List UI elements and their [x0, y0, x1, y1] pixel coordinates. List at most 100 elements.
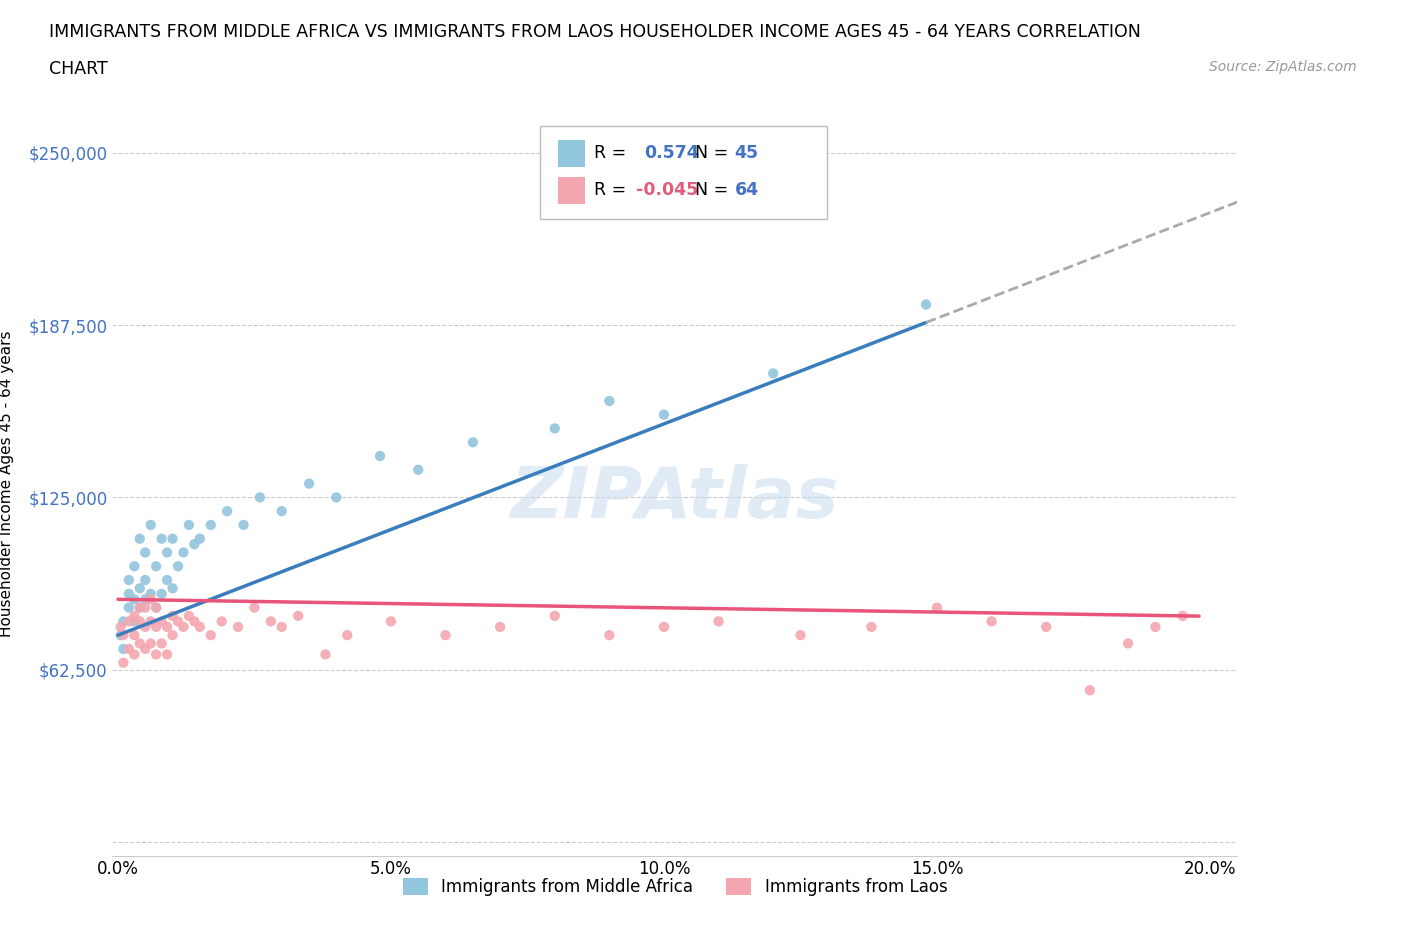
Point — [118, 642, 141, 657]
Point — [461, 435, 484, 450]
Point — [270, 619, 292, 634]
Point — [177, 608, 200, 623]
Point — [124, 647, 146, 662]
Y-axis label: Householder Income Ages 45 - 64 years: Householder Income Ages 45 - 64 years — [0, 330, 14, 637]
Point — [145, 600, 167, 615]
Point — [128, 600, 150, 615]
Point — [134, 545, 156, 560]
Point — [1035, 619, 1057, 634]
Point — [124, 628, 146, 643]
Point — [544, 421, 567, 436]
Point — [172, 619, 194, 634]
Point — [707, 614, 730, 629]
Point — [1144, 619, 1167, 634]
Point — [336, 628, 359, 643]
Text: 64: 64 — [734, 181, 759, 199]
Point — [183, 537, 205, 551]
Point — [860, 619, 883, 634]
Point — [139, 636, 162, 651]
Point — [128, 600, 150, 615]
Point — [270, 504, 292, 519]
Point — [112, 614, 135, 629]
Text: Source: ZipAtlas.com: Source: ZipAtlas.com — [1209, 60, 1357, 74]
Point — [260, 614, 283, 629]
Text: N =: N = — [695, 181, 728, 199]
Text: 45: 45 — [734, 144, 759, 162]
Legend: Immigrants from Middle Africa, Immigrants from Laos: Immigrants from Middle Africa, Immigrant… — [396, 871, 953, 903]
Point — [139, 517, 162, 532]
Point — [200, 628, 222, 643]
Point — [380, 614, 402, 629]
Point — [139, 614, 162, 629]
Point — [134, 642, 156, 657]
Point — [145, 559, 167, 574]
Point — [145, 647, 167, 662]
Point — [368, 448, 391, 463]
Point — [139, 587, 162, 602]
Point — [134, 600, 156, 615]
Point — [598, 628, 620, 643]
Point — [145, 619, 167, 634]
Point — [110, 628, 132, 643]
Point — [150, 531, 173, 546]
Point — [172, 545, 194, 560]
Point — [124, 591, 146, 606]
Text: R =: R = — [593, 144, 626, 162]
Point — [188, 619, 211, 634]
Point — [249, 490, 271, 505]
Point — [652, 619, 675, 634]
Point — [145, 600, 167, 615]
Point — [314, 647, 336, 662]
Point — [128, 636, 150, 651]
Point — [652, 407, 675, 422]
Point — [112, 628, 135, 643]
Point — [112, 642, 135, 657]
Point — [243, 600, 266, 615]
Point — [118, 614, 141, 629]
Text: N =: N = — [695, 144, 728, 162]
Point — [980, 614, 1002, 629]
Point — [211, 614, 233, 629]
FancyBboxPatch shape — [540, 126, 827, 219]
Text: 0.574: 0.574 — [644, 144, 699, 162]
Point — [162, 628, 184, 643]
Point — [200, 517, 222, 532]
Point — [118, 600, 141, 615]
Point — [188, 531, 211, 546]
Point — [298, 476, 321, 491]
Point — [156, 647, 179, 662]
Point — [544, 608, 567, 623]
Point — [124, 608, 146, 623]
Point — [124, 614, 146, 629]
Text: IMMIGRANTS FROM MIDDLE AFRICA VS IMMIGRANTS FROM LAOS HOUSEHOLDER INCOME AGES 45: IMMIGRANTS FROM MIDDLE AFRICA VS IMMIGRA… — [49, 23, 1142, 41]
Point — [167, 614, 190, 629]
Point — [177, 517, 200, 532]
FancyBboxPatch shape — [558, 177, 585, 204]
Point — [1078, 683, 1101, 698]
Point — [150, 587, 173, 602]
Point — [162, 581, 184, 596]
Point — [156, 545, 179, 560]
Point — [128, 531, 150, 546]
Point — [150, 636, 173, 651]
Text: R =: R = — [593, 181, 626, 199]
Point — [124, 559, 146, 574]
Point — [406, 462, 429, 477]
Point — [598, 393, 620, 408]
FancyBboxPatch shape — [558, 140, 585, 166]
Point — [134, 619, 156, 634]
Point — [434, 628, 457, 643]
Point — [128, 581, 150, 596]
Point — [1116, 636, 1139, 651]
Point — [287, 608, 309, 623]
Point — [217, 504, 239, 519]
Point — [110, 619, 132, 634]
Text: -0.045: -0.045 — [636, 181, 697, 199]
Point — [232, 517, 254, 532]
Point — [325, 490, 347, 505]
Point — [925, 600, 948, 615]
Point — [128, 614, 150, 629]
Point — [112, 656, 135, 671]
Point — [226, 619, 249, 634]
Point — [489, 619, 512, 634]
